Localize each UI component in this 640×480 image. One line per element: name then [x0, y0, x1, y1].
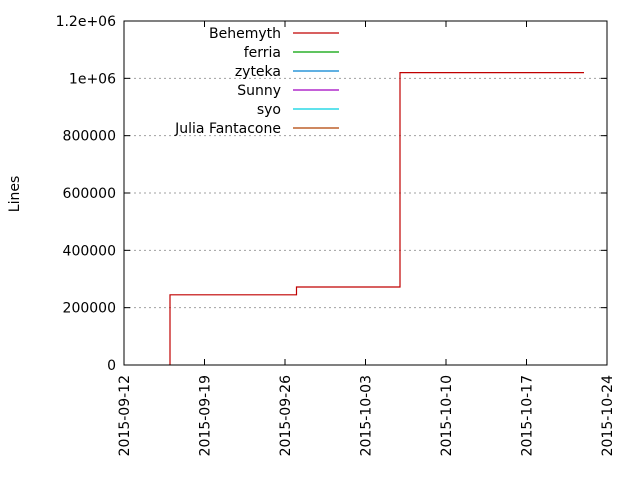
y-tick-label: 1e+06	[69, 71, 116, 87]
y-axis-label: Lines	[7, 176, 23, 212]
x-tick-label: 2015-10-03	[359, 375, 375, 456]
legend-label: syo	[257, 102, 281, 118]
series-layer	[169, 71, 584, 365]
legend-label: Julia Fantacone	[174, 121, 281, 137]
x-tick-label: 2015-10-17	[520, 375, 536, 456]
y-tick-label: 200000	[63, 301, 116, 317]
legend-label: Behemyth	[209, 26, 281, 42]
grid-lines	[124, 77, 607, 309]
legend-label: zyteka	[235, 64, 281, 80]
y-tick-label: 800000	[63, 129, 116, 145]
x-tick-label: 2015-10-24	[600, 375, 616, 456]
x-tick-label: 2015-09-12	[117, 375, 133, 456]
legend-label: Sunny	[237, 83, 281, 99]
x-tick-label: 2015-10-10	[439, 375, 455, 456]
y-axis: 0 200000 400000 600000 800000 1e+06 1.2e+06	[56, 14, 607, 374]
x-tick-label: 2015-09-26	[278, 375, 294, 456]
series-line-behemyth	[169, 71, 584, 365]
x-tick-label: 2015-09-19	[198, 375, 214, 456]
y-tick-label: 600000	[63, 186, 116, 202]
y-tick-label: 1.2e+06	[56, 14, 117, 30]
y-tick-label: 400000	[63, 243, 116, 259]
legend-label: ferria	[244, 45, 281, 61]
x-axis: 2015-09-12 2015-09-19 2015-09-26 2015-10-03…	[117, 21, 616, 456]
y-tick-label: 0	[107, 358, 116, 374]
legend: Behemyth ferria zyteka Sunny syo Julia Fantac…	[174, 26, 339, 137]
